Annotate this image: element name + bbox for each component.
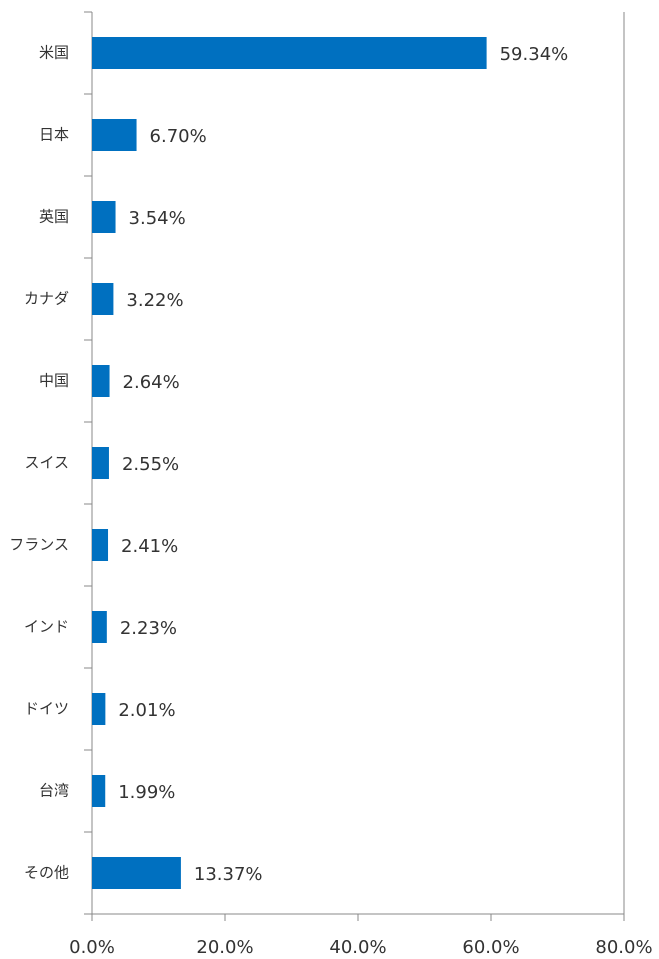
bar xyxy=(92,857,181,889)
bar xyxy=(92,611,107,643)
bar xyxy=(92,775,106,807)
category-label: 英国 xyxy=(39,208,69,226)
value-label: 2.64% xyxy=(123,372,180,393)
x-tick-label: 80.0% xyxy=(595,937,652,958)
bar xyxy=(92,37,487,69)
x-tick-label: 40.0% xyxy=(329,937,386,958)
value-label: 2.01% xyxy=(118,700,175,721)
category-label: カナダ xyxy=(24,290,69,308)
x-tick-label: 20.0% xyxy=(196,937,253,958)
x-tick-label: 60.0% xyxy=(462,937,519,958)
bar xyxy=(92,365,110,397)
value-label: 3.54% xyxy=(129,208,186,229)
category-label: インド xyxy=(24,618,69,636)
value-label: 2.55% xyxy=(122,454,179,475)
category-label: ドイツ xyxy=(24,700,69,718)
bar xyxy=(92,693,106,725)
bar xyxy=(92,447,109,479)
category-label: その他 xyxy=(24,864,69,882)
bar xyxy=(92,283,114,315)
value-label: 13.37% xyxy=(194,864,263,885)
category-label: スイス xyxy=(24,454,69,472)
value-label: 1.99% xyxy=(118,782,175,803)
value-label: 2.23% xyxy=(120,618,177,639)
bar xyxy=(92,119,137,151)
category-label: 中国 xyxy=(39,372,69,390)
category-label: 日本 xyxy=(39,126,69,144)
category-label: フランス xyxy=(9,536,69,554)
value-label: 6.70% xyxy=(150,126,207,147)
bar xyxy=(92,201,116,233)
value-label: 59.34% xyxy=(500,44,569,65)
value-label: 3.22% xyxy=(126,290,183,311)
value-label: 2.41% xyxy=(121,536,178,557)
x-tick-label: 0.0% xyxy=(69,937,115,958)
category-label: 米国 xyxy=(39,44,69,62)
bar xyxy=(92,529,109,561)
category-label: 台湾 xyxy=(39,782,69,800)
